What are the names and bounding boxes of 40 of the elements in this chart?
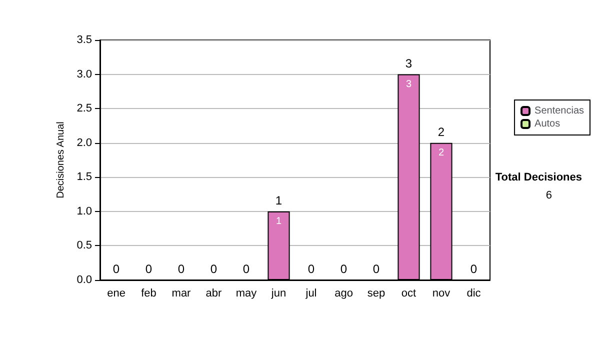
x-tick-label: jul [304, 288, 317, 300]
total-label: 2 [438, 124, 445, 139]
total-label: 0 [112, 262, 120, 276]
total-label: 0 [145, 262, 152, 276]
data-label: 3 [406, 78, 412, 90]
y-tick-label: 2.0 [76, 136, 92, 149]
x-tick-label: nov [432, 288, 451, 300]
x-tick-label: sep [367, 288, 386, 300]
x-tick-label: ene [107, 288, 126, 300]
y-tick-label: 3.5 [76, 34, 92, 46]
total-label: 0 [340, 262, 348, 276]
x-tick-label: ago [334, 288, 353, 300]
y-axis-title: Decisiones Anual [55, 122, 66, 198]
total-label: 0 [178, 262, 185, 276]
total-label: 0 [372, 262, 380, 276]
data-label: 1 [276, 216, 282, 227]
data-label: 2 [438, 147, 444, 158]
x-tick-label: mar [172, 288, 192, 300]
y-tick-label: 0.5 [76, 240, 92, 252]
text: Total Decisiones [495, 172, 582, 184]
total-label: 1 [275, 193, 282, 208]
total-label: 0 [470, 262, 478, 276]
x-tick-label: may [236, 288, 258, 300]
total-label: 0 [308, 262, 315, 276]
y-tick-label: 1.5 [76, 171, 92, 184]
x-tick-label: jun [270, 288, 286, 300]
total-label: 3 [405, 56, 412, 70]
x-tick-label: feb [141, 288, 156, 300]
y-tick-label: 2.5 [76, 102, 92, 115]
total-label: 0 [210, 262, 218, 276]
legend-label: Sentencias [534, 106, 584, 116]
legend-label: Autos [534, 118, 560, 130]
total-label: 0 [242, 262, 250, 276]
y-tick-label: 1.0 [76, 205, 92, 218]
y-tick-label: 0.0 [76, 274, 92, 286]
y-tick-label: 3.0 [76, 68, 92, 80]
text: 6 [546, 190, 552, 202]
x-tick-label: dic [466, 288, 482, 300]
x-tick-label: oct [401, 288, 416, 300]
x-tick-label: abr [206, 288, 222, 300]
